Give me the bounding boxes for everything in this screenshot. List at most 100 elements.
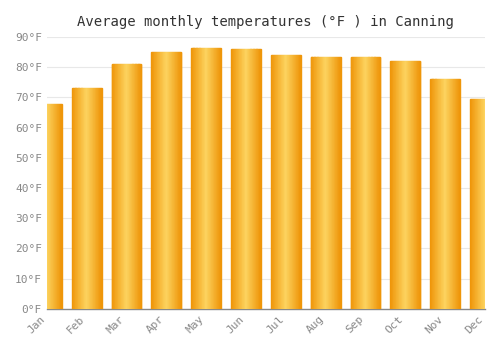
Bar	[123, 64, 124, 309]
Bar	[458, 79, 460, 309]
Bar	[390, 61, 391, 309]
Bar	[231, 49, 261, 309]
Bar	[160, 52, 161, 309]
Bar	[487, 99, 488, 309]
Bar	[331, 57, 332, 309]
Bar	[74, 89, 75, 309]
Bar	[310, 57, 340, 309]
Bar	[80, 89, 81, 309]
Bar	[277, 55, 278, 309]
Bar	[457, 79, 458, 309]
Bar	[286, 55, 288, 309]
Bar	[414, 61, 415, 309]
Bar	[54, 104, 55, 309]
Bar	[48, 104, 49, 309]
Bar	[209, 48, 210, 309]
Bar	[258, 49, 259, 309]
Bar	[474, 99, 476, 309]
Bar	[154, 52, 155, 309]
Bar	[496, 99, 497, 309]
Bar	[328, 57, 330, 309]
Bar	[112, 64, 113, 309]
Bar	[449, 79, 450, 309]
Bar	[368, 57, 370, 309]
Bar	[192, 48, 194, 309]
Bar	[41, 104, 42, 309]
Bar	[101, 89, 102, 309]
Bar	[419, 61, 420, 309]
Bar	[433, 79, 434, 309]
Bar	[212, 48, 213, 309]
Bar	[446, 79, 448, 309]
Bar	[173, 52, 174, 309]
Bar	[291, 55, 292, 309]
Bar	[473, 99, 474, 309]
Bar	[37, 104, 38, 309]
Bar	[82, 89, 83, 309]
Bar	[366, 57, 367, 309]
Bar	[231, 49, 232, 309]
Bar	[450, 79, 451, 309]
Bar	[284, 55, 285, 309]
Bar	[172, 52, 173, 309]
Bar	[358, 57, 359, 309]
Bar	[312, 57, 313, 309]
Bar	[61, 104, 62, 309]
Bar	[240, 49, 241, 309]
Bar	[234, 49, 235, 309]
Bar	[290, 55, 291, 309]
Bar	[283, 55, 284, 309]
Bar	[316, 57, 317, 309]
Bar	[170, 52, 171, 309]
Bar	[215, 48, 216, 309]
Bar	[43, 104, 44, 309]
Bar	[288, 55, 289, 309]
Bar	[394, 61, 395, 309]
Bar	[432, 79, 434, 309]
Bar	[90, 89, 91, 309]
Bar	[60, 104, 61, 309]
Bar	[456, 79, 457, 309]
Bar	[180, 52, 182, 309]
Bar	[402, 61, 403, 309]
Bar	[365, 57, 366, 309]
Bar	[58, 104, 59, 309]
Bar	[361, 57, 362, 309]
Bar	[485, 99, 486, 309]
Bar	[478, 99, 479, 309]
Bar	[332, 57, 333, 309]
Bar	[137, 64, 138, 309]
Bar	[398, 61, 400, 309]
Bar	[166, 52, 167, 309]
Bar	[472, 99, 473, 309]
Bar	[434, 79, 435, 309]
Bar	[298, 55, 300, 309]
Bar	[260, 49, 261, 309]
Bar	[443, 79, 444, 309]
Bar	[158, 52, 159, 309]
Bar	[325, 57, 326, 309]
Bar	[392, 61, 394, 309]
Bar	[88, 89, 89, 309]
Bar	[273, 55, 274, 309]
Bar	[397, 61, 398, 309]
Bar	[370, 57, 371, 309]
Bar	[296, 55, 297, 309]
Bar	[112, 64, 142, 309]
Bar	[350, 57, 352, 309]
Bar	[246, 49, 247, 309]
Bar	[153, 52, 154, 309]
Bar	[413, 61, 414, 309]
Bar	[339, 57, 340, 309]
Bar	[118, 64, 119, 309]
Bar	[125, 64, 126, 309]
Bar	[314, 57, 316, 309]
Bar	[203, 48, 204, 309]
Bar	[132, 64, 134, 309]
Bar	[401, 61, 402, 309]
Bar	[206, 48, 207, 309]
Bar	[442, 79, 443, 309]
Bar	[129, 64, 130, 309]
Bar	[201, 48, 202, 309]
Bar	[352, 57, 353, 309]
